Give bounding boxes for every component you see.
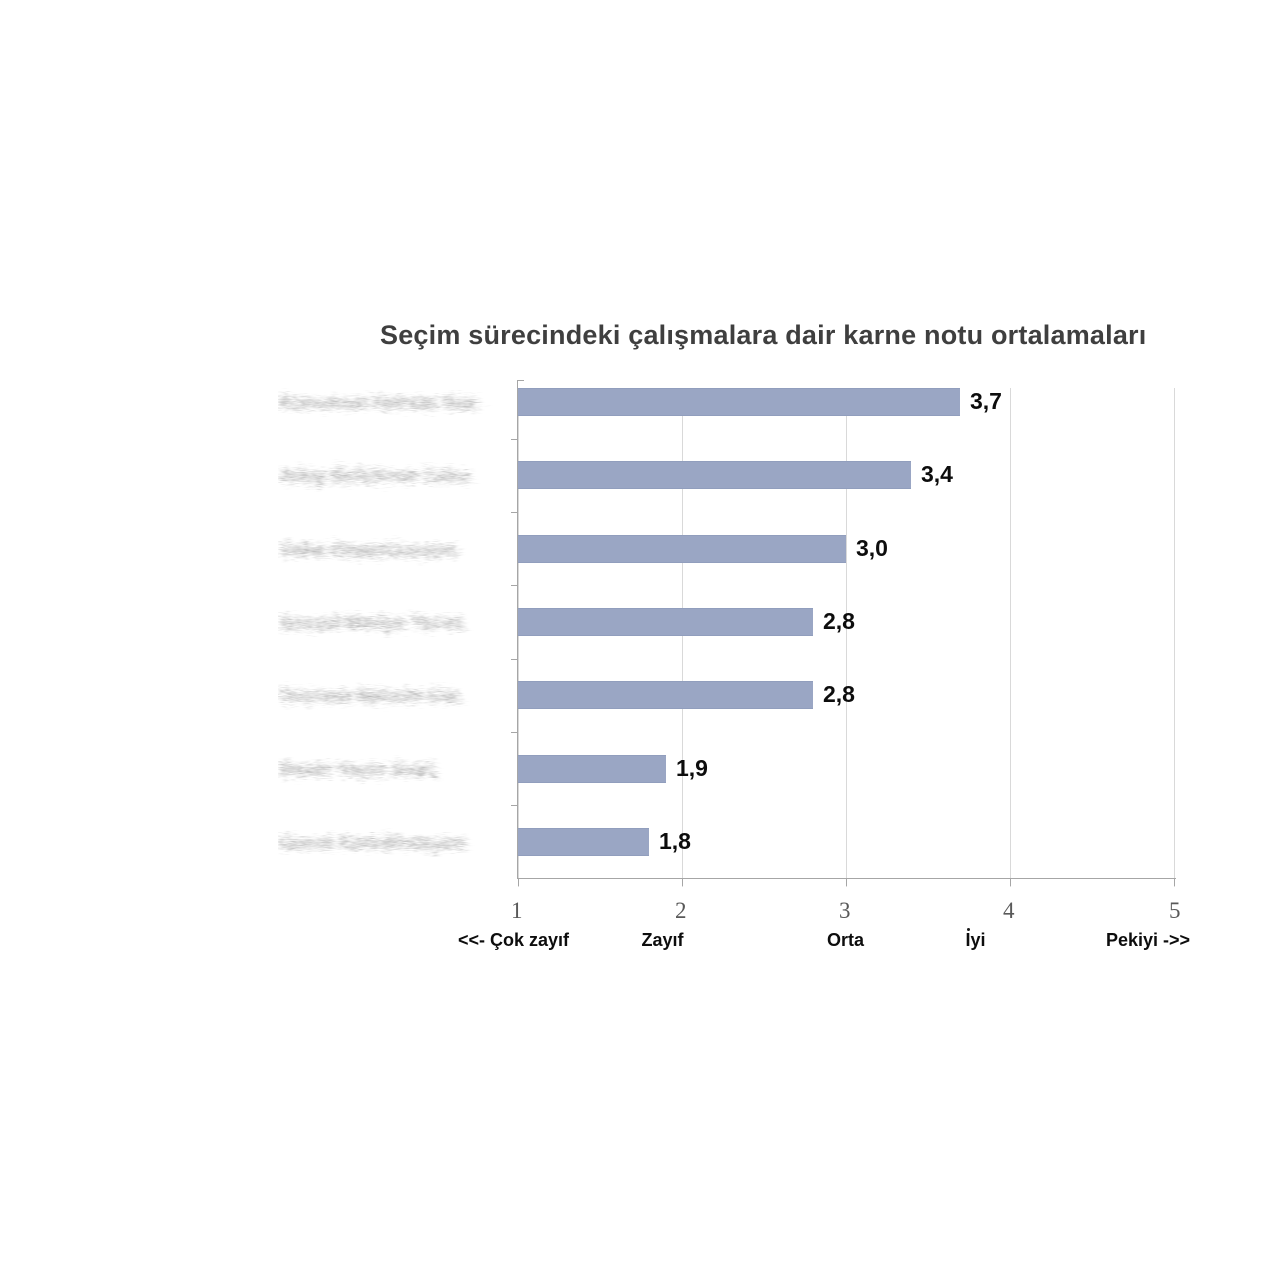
svg-text:Secmen Iletisim Cal.: Secmen Iletisim Cal.	[280, 686, 464, 707]
svg-text:Saha Organizasyon.: Saha Organizasyon.	[280, 540, 462, 561]
svg-text:Basin Yayin Iliski.: Basin Yayin Iliski.	[280, 760, 439, 781]
svg-text:Sosyal Medya Yonet.: Sosyal Medya Yonet.	[280, 613, 467, 634]
svg-text:Genel Koordinasyon: Genel Koordinasyon	[280, 833, 466, 854]
svg-text:Aday Belirleme Calis.: Aday Belirleme Calis.	[280, 466, 473, 487]
svg-text:Kurumsal Iletisim Sur.: Kurumsal Iletisim Sur.	[280, 393, 480, 414]
